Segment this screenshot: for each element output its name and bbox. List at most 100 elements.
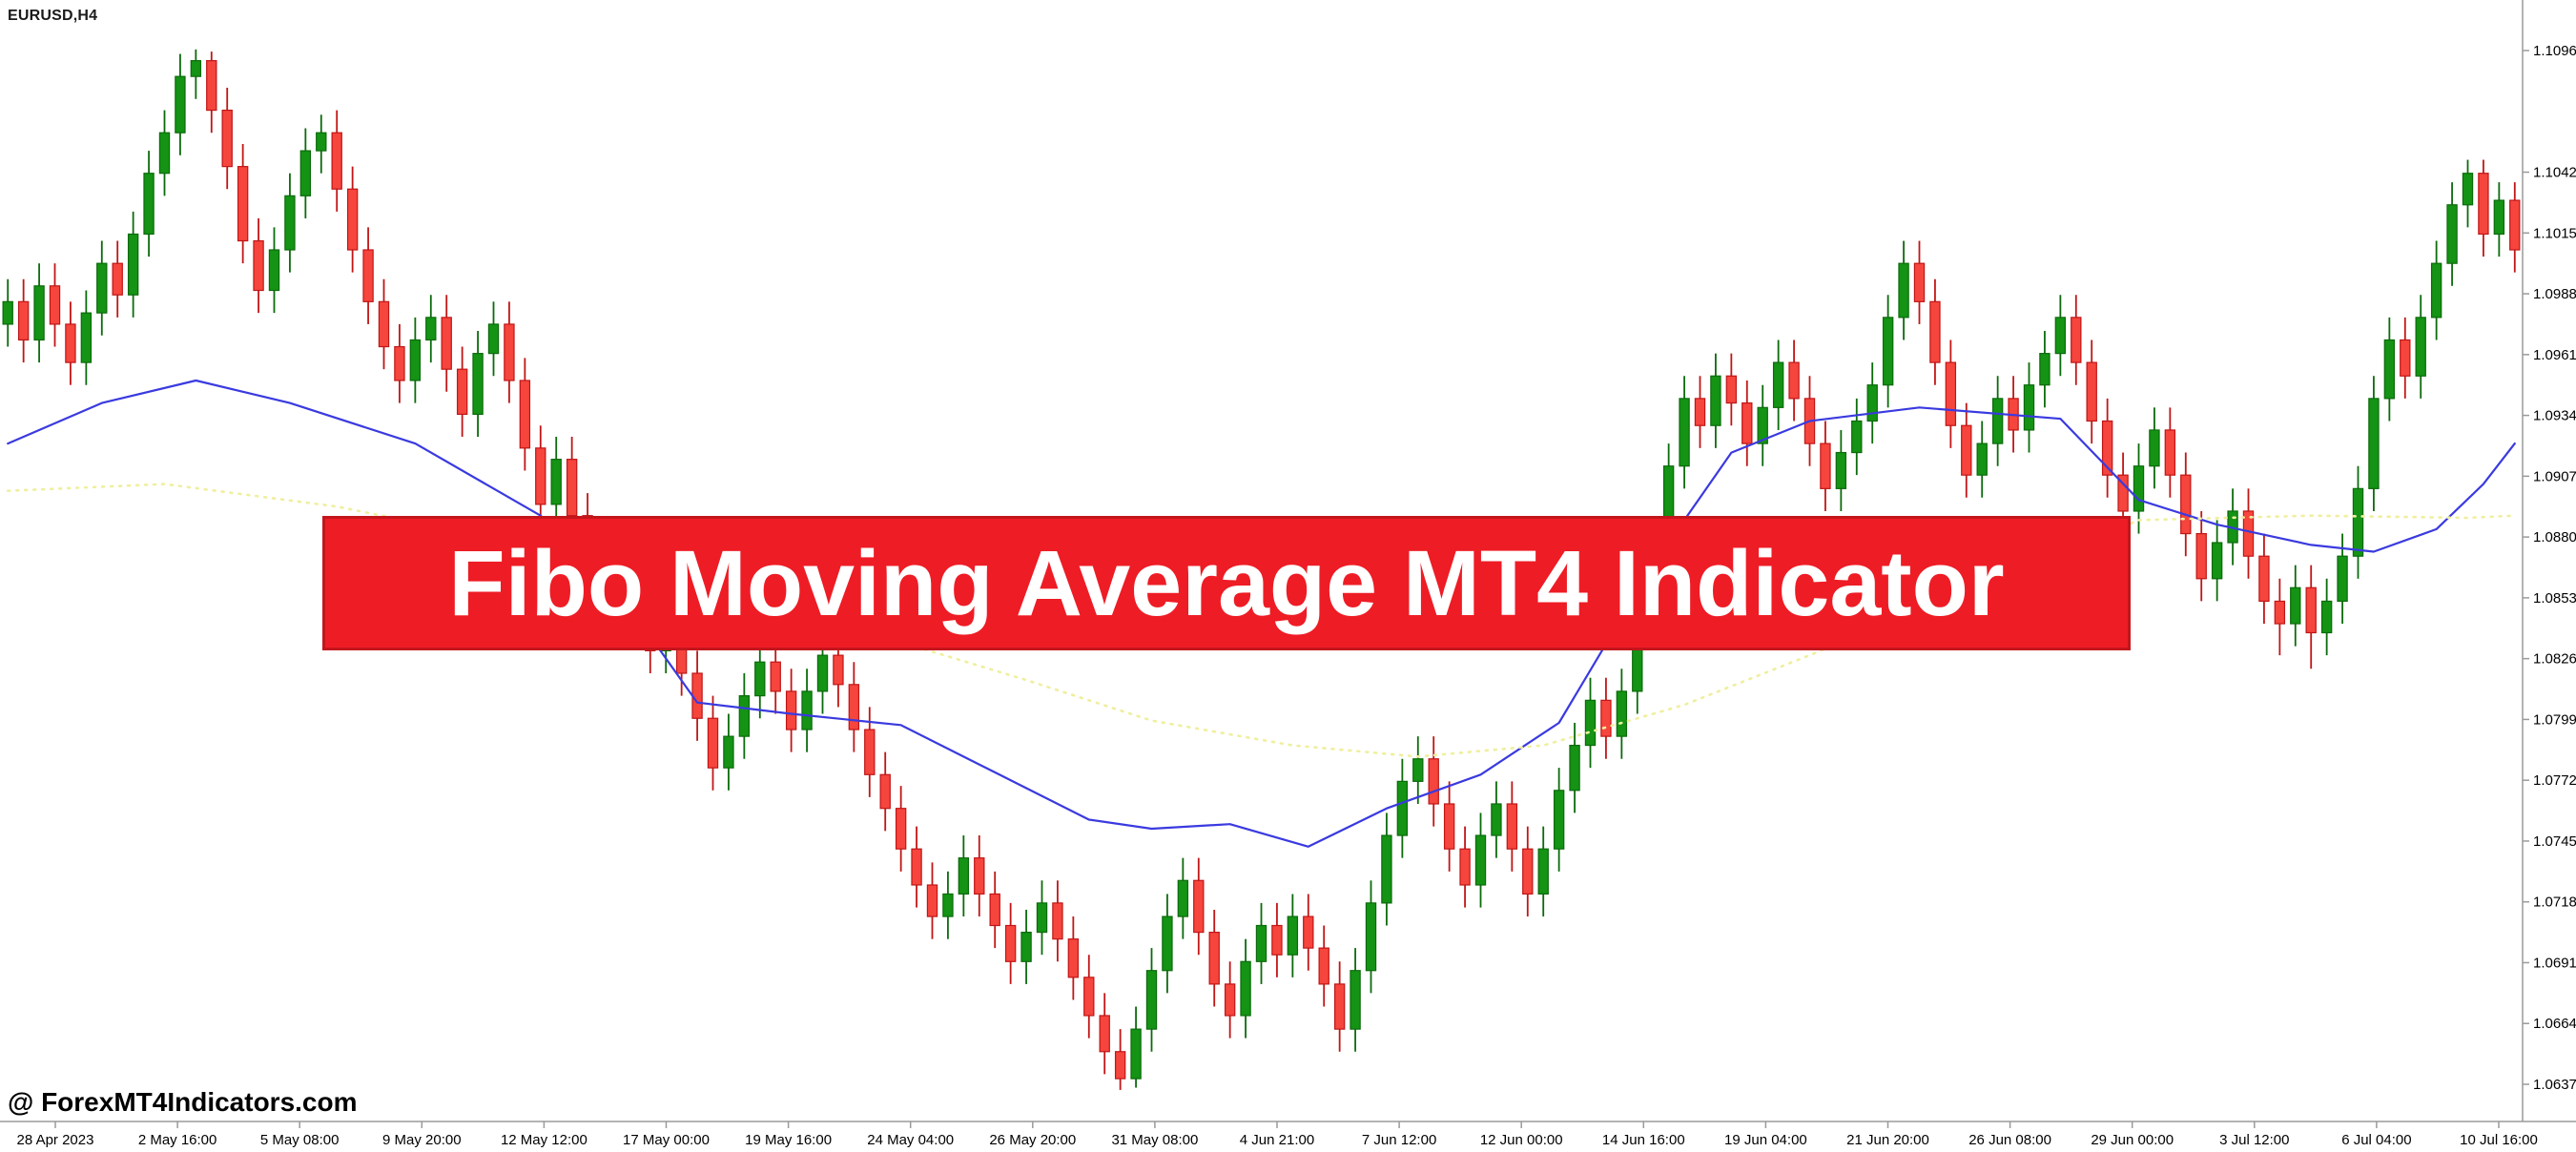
candle bbox=[253, 217, 264, 314]
candle bbox=[1396, 758, 1409, 858]
candle bbox=[1553, 768, 1565, 872]
moving-average-fast-line bbox=[7, 379, 2516, 848]
candle bbox=[175, 53, 186, 155]
candle bbox=[1491, 781, 1502, 858]
time-axis-label: 19 May 16:00 bbox=[745, 1132, 832, 1148]
candle bbox=[2180, 452, 2192, 557]
candle bbox=[707, 695, 719, 791]
candle bbox=[770, 639, 781, 714]
time-axis-label: 26 Jun 08:00 bbox=[1968, 1132, 2051, 1148]
price-axis-label: 1.07455 bbox=[2533, 833, 2576, 850]
candle bbox=[1114, 1029, 1126, 1090]
candle bbox=[754, 639, 766, 719]
axis-frame bbox=[0, 0, 2576, 1122]
candle bbox=[2071, 295, 2082, 385]
time-axis-label: 5 May 08:00 bbox=[260, 1132, 340, 1148]
candle bbox=[80, 290, 93, 385]
time-axis-label: 2 May 16:00 bbox=[138, 1132, 217, 1148]
candle bbox=[2415, 295, 2426, 399]
price-axis-label: 1.06645 bbox=[2533, 1016, 2576, 1032]
candle bbox=[2320, 578, 2333, 656]
candle bbox=[691, 650, 703, 741]
candle bbox=[1694, 376, 1706, 448]
candle bbox=[2133, 443, 2145, 534]
candle bbox=[895, 786, 907, 872]
price-axis-label: 1.09885 bbox=[2533, 286, 2576, 302]
candle bbox=[2211, 520, 2223, 602]
title-banner: Fibo Moving Average MT4 Indicator bbox=[322, 516, 2131, 650]
candle bbox=[2039, 331, 2050, 408]
candle bbox=[2258, 533, 2270, 625]
price-axis-label: 1.09075 bbox=[2533, 468, 2576, 484]
candle bbox=[1224, 961, 1236, 1039]
candle bbox=[2086, 339, 2097, 444]
candle bbox=[2478, 159, 2489, 257]
candle bbox=[394, 323, 405, 403]
candle bbox=[879, 751, 891, 832]
time-axis-label: 21 Jun 20:00 bbox=[1846, 1132, 1929, 1148]
candle bbox=[2446, 182, 2458, 286]
candle bbox=[2493, 182, 2505, 257]
candle bbox=[49, 263, 61, 347]
candle bbox=[1193, 857, 1205, 956]
candle bbox=[1052, 880, 1063, 962]
price-axis-label: 1.09615 bbox=[2533, 347, 2576, 363]
candle bbox=[1929, 278, 1941, 385]
candle bbox=[284, 173, 296, 273]
candle bbox=[1365, 880, 1377, 994]
candle bbox=[1287, 894, 1299, 977]
candle bbox=[1255, 902, 1267, 984]
candle bbox=[958, 835, 970, 917]
candle bbox=[1177, 857, 1189, 939]
time-axis-label: 3 Jul 12:00 bbox=[2219, 1132, 2289, 1148]
time-axis-label: 31 May 08:00 bbox=[1111, 1132, 1198, 1148]
time-axis-label: 9 May 20:00 bbox=[382, 1132, 462, 1148]
time-axis-label: 7 Jun 12:00 bbox=[1362, 1132, 1436, 1148]
candle bbox=[158, 110, 171, 196]
price-axis-label: 1.07995 bbox=[2533, 711, 2576, 728]
price-axis-label: 1.10425 bbox=[2533, 165, 2576, 181]
candle bbox=[1835, 429, 1847, 511]
candle bbox=[127, 211, 139, 318]
time-axis-label: 17 May 00:00 bbox=[623, 1132, 710, 1148]
candle bbox=[2149, 407, 2160, 489]
candle bbox=[409, 317, 422, 403]
candle bbox=[1851, 398, 1863, 476]
candle bbox=[1208, 909, 1220, 1007]
candle bbox=[1099, 993, 1110, 1075]
price-axis: 1.10965 1.10425 1.10155 1.09885 1.09615 1.093… bbox=[2523, 43, 2576, 1093]
candle bbox=[942, 871, 954, 939]
candle bbox=[1788, 339, 1800, 422]
price-axis-label: 1.07725 bbox=[2533, 772, 2576, 789]
candle bbox=[1130, 1006, 1142, 1088]
price-axis-label: 1.10965 bbox=[2533, 43, 2576, 59]
candle bbox=[456, 346, 468, 438]
candle bbox=[989, 871, 1000, 949]
candle bbox=[221, 87, 233, 190]
candle bbox=[1537, 826, 1549, 917]
candle bbox=[1240, 938, 1251, 1039]
candle bbox=[504, 301, 515, 403]
time-axis-label: 29 Jun 00:00 bbox=[2091, 1132, 2174, 1148]
candle bbox=[911, 826, 922, 908]
candle bbox=[1459, 826, 1471, 908]
candle bbox=[2430, 240, 2442, 340]
candle bbox=[1428, 736, 1439, 827]
candle bbox=[801, 669, 813, 752]
candle bbox=[299, 128, 312, 218]
candle bbox=[1757, 384, 1768, 466]
candle bbox=[143, 151, 155, 257]
candle bbox=[1333, 961, 1346, 1052]
candle bbox=[2290, 565, 2301, 647]
candle bbox=[1772, 339, 1784, 430]
candle bbox=[362, 227, 374, 324]
candle bbox=[1162, 894, 1173, 994]
candle bbox=[1913, 240, 1926, 324]
candle bbox=[1271, 902, 1283, 977]
candle bbox=[65, 301, 76, 385]
candle bbox=[1020, 909, 1032, 984]
price-axis-label: 1.10155 bbox=[2533, 225, 2576, 241]
candle bbox=[1898, 240, 1909, 340]
